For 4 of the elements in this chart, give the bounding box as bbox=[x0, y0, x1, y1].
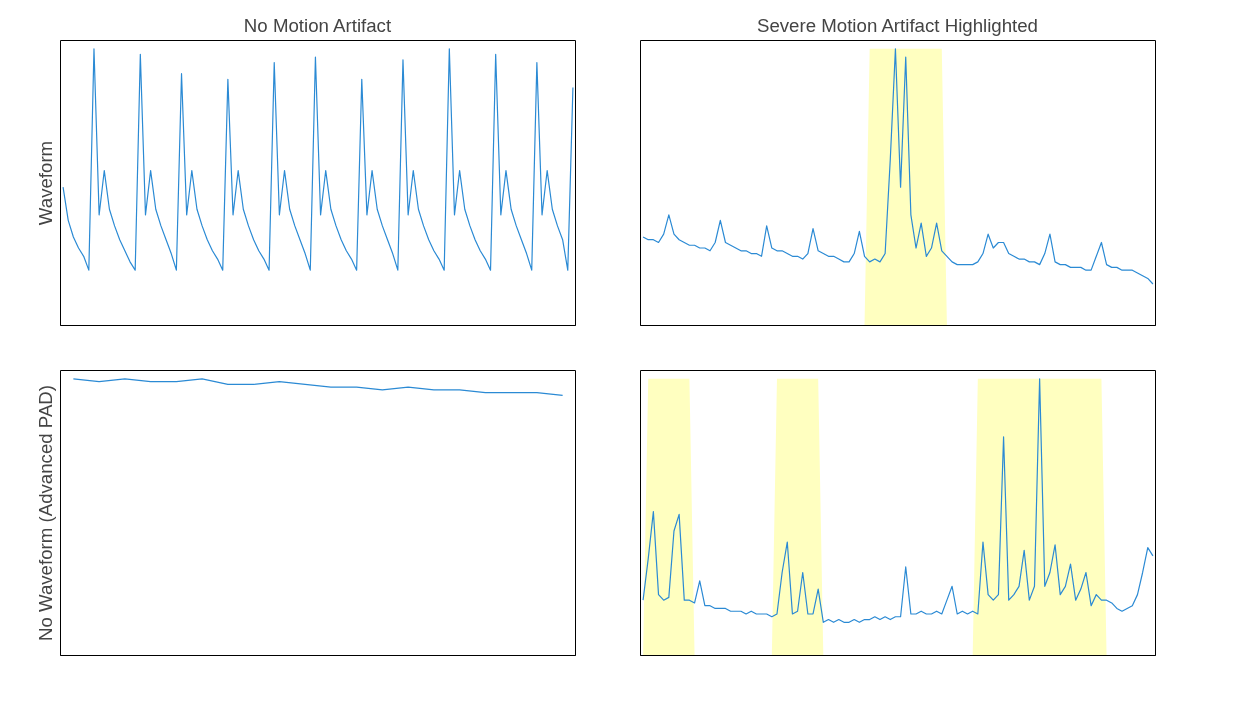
y-axis-title: No Waveform (Advanced PAD) bbox=[34, 384, 56, 642]
y-axis-title: Waveform bbox=[34, 140, 56, 226]
chart-title: No Motion Artifact bbox=[243, 14, 392, 36]
chart-title: Severe Motion Artifact Highlighted bbox=[756, 14, 1038, 36]
